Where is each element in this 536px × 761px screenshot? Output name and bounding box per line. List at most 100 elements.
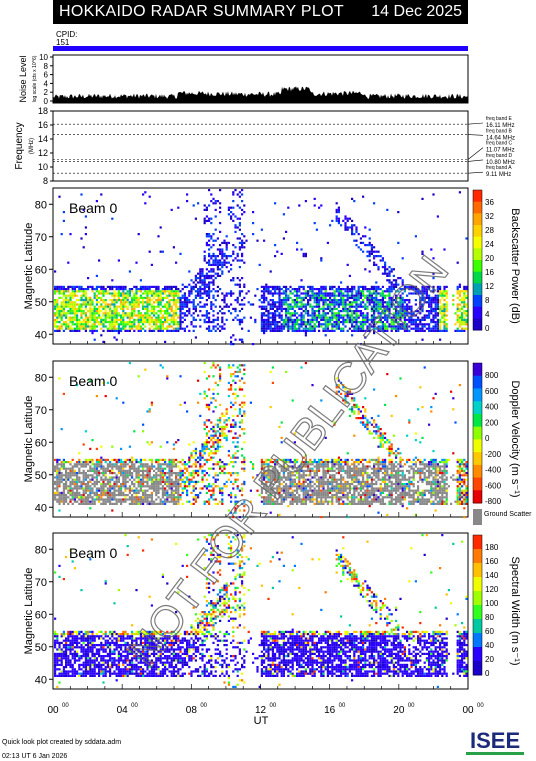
radar-pixel: [375, 327, 378, 330]
radar-pixel: [243, 395, 246, 398]
radar-pixel: [386, 307, 389, 310]
radar-pixel: [419, 296, 422, 299]
radar-pixel: [210, 467, 213, 470]
radar-pixel: [353, 310, 356, 313]
radar-pixel: [148, 474, 151, 477]
radar-pixel: [80, 299, 83, 302]
radar-pixel: [401, 292, 404, 295]
radar-pixel: [296, 312, 299, 315]
radar-pixel: [208, 189, 211, 192]
radar-pixel: [82, 325, 85, 328]
radar-pixel: [69, 316, 72, 319]
radar-pixel: [287, 494, 290, 497]
radar-pixel: [104, 299, 107, 302]
radar-pixel: [93, 469, 96, 472]
radar-pixel: [188, 480, 191, 483]
radar-pixel: [153, 469, 156, 472]
radar-pixel: [172, 310, 175, 313]
radar-pixel: [142, 500, 145, 503]
radar-pixel: [172, 312, 175, 315]
radar-pixel: [282, 290, 285, 293]
radar-pixel: [188, 310, 191, 313]
radar-pixel: [238, 434, 241, 437]
radar-pixel: [175, 299, 178, 302]
radar-pixel: [384, 272, 387, 275]
radar-pixel: [62, 487, 65, 490]
radar-pixel: [212, 281, 215, 284]
radar-pixel: [315, 294, 318, 297]
radar-pixel: [71, 491, 74, 494]
radar-pixel: [205, 443, 208, 446]
radar-pixel: [153, 487, 156, 490]
radar-pixel: [153, 465, 156, 468]
radar-pixel: [109, 483, 112, 486]
radar-pixel: [274, 474, 277, 477]
radar-pixel: [159, 307, 162, 310]
radar-pixel: [170, 292, 173, 295]
radar-pixel: [62, 321, 65, 324]
radar-pixel: [135, 476, 138, 479]
radar-pixel: [139, 480, 142, 483]
radar-pixel: [293, 441, 296, 444]
radar-pixel: [58, 195, 61, 198]
radar-pixel: [109, 469, 112, 472]
radar-pixel: [362, 323, 365, 326]
radar-pixel: [82, 299, 85, 302]
radar-pixel: [375, 296, 378, 299]
radar-pixel: [346, 285, 349, 288]
radar-pixel: [219, 458, 222, 461]
radar-pixel: [205, 206, 208, 209]
radar-pixel: [179, 494, 182, 497]
radar-pixel: [307, 299, 310, 302]
radar-pixel: [124, 327, 127, 330]
radar-pixel: [67, 305, 70, 308]
radar-pixel: [175, 285, 178, 288]
radar-pixel: [300, 461, 303, 464]
radar-pixel: [223, 467, 226, 470]
radar-pixel: [223, 305, 226, 308]
radar-pixel: [166, 494, 169, 497]
radar-pixel: [192, 469, 195, 472]
radar-pixel: [210, 436, 213, 439]
radar-pixel: [84, 465, 87, 468]
radar-pixel: [289, 307, 292, 310]
radar-pixel: [386, 272, 389, 275]
radar-pixel: [311, 310, 314, 313]
radar-pixel: [84, 327, 87, 330]
radar-pixel: [95, 491, 98, 494]
radar-pixel: [357, 329, 360, 332]
radar-pixel: [175, 307, 178, 310]
radar-pixel: [375, 299, 378, 302]
radar-pixel: [241, 419, 244, 422]
radar-pixel: [234, 425, 237, 428]
radar-pixel: [364, 294, 367, 297]
radar-pixel: [232, 425, 235, 428]
radar-pixel: [375, 292, 378, 295]
radar-pixel: [227, 310, 230, 313]
radar-pixel: [208, 419, 211, 422]
radar-pixel: [445, 327, 448, 330]
radar-pixel: [205, 316, 208, 319]
radar-pixel: [340, 224, 343, 227]
radar-pixel: [359, 303, 362, 306]
radar-pixel: [106, 329, 109, 332]
radar-pixel: [331, 307, 334, 310]
radar-pixel: [89, 307, 92, 310]
radar-pixel: [80, 294, 83, 297]
radar-pixel: [190, 478, 193, 481]
radar-pixel: [287, 206, 290, 209]
radar-pixel: [109, 485, 112, 488]
radar-pixel: [223, 436, 226, 439]
radar-pixel: [318, 290, 321, 293]
radar-pixel: [357, 285, 360, 288]
radar-pixel: [359, 305, 362, 308]
radar-pixel: [291, 472, 294, 475]
radar-pixel: [221, 425, 224, 428]
radar-pixel: [60, 476, 63, 479]
radar-pixel: [287, 316, 290, 319]
radar-pixel: [111, 325, 114, 328]
radar-pixel: [208, 259, 211, 262]
radar-pixel: [177, 498, 180, 501]
radar-pixel: [282, 500, 285, 503]
radar-pixel: [351, 224, 354, 227]
